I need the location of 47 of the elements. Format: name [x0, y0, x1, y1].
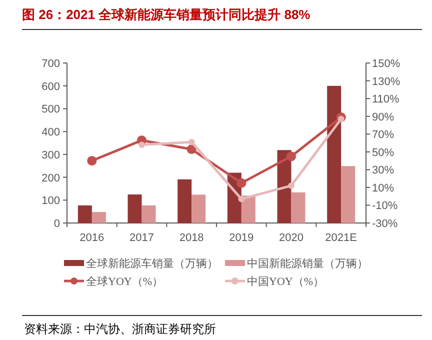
y-tick-label: 500	[42, 104, 60, 116]
x-tick-label: 2019	[229, 232, 254, 244]
y2-tick-label: 70%	[372, 129, 394, 142]
point	[238, 196, 245, 202]
x-tick-label: 2016	[80, 232, 104, 244]
chart-title: 图 26：2021 全球新能源车销量预计同比提升 88%	[22, 7, 311, 22]
y2-tick-label: 130%	[372, 76, 400, 88]
text: 资料来源：中汽协、浙商证券研究所	[24, 322, 216, 336]
y2-tick-label: 150%	[372, 58, 400, 70]
bar	[78, 205, 92, 223]
point	[288, 182, 294, 189]
x-tick-label: 2017	[130, 232, 154, 244]
y2-tick-label: 110%	[372, 94, 400, 106]
bar	[192, 194, 206, 223]
y-tick-label: 100	[42, 195, 60, 208]
point	[188, 138, 195, 146]
y2-tick-label: 50%	[372, 146, 394, 159]
legend-label: 全球新能源车销量（万辆）	[86, 257, 218, 270]
y-tick-label: 0	[54, 218, 60, 230]
point	[286, 152, 296, 162]
point	[87, 156, 97, 166]
y2-tick-label: -10%	[372, 200, 398, 212]
y2-tick-label: -30%	[372, 218, 398, 230]
point	[236, 178, 246, 188]
bar	[92, 212, 106, 223]
y-tick-label: 300	[42, 149, 60, 162]
y-tick-label: 600	[42, 80, 60, 93]
bar	[291, 192, 306, 223]
x-tick-label: 2021E	[325, 232, 357, 244]
x-tick-label: 2018	[179, 232, 204, 244]
y-tick-label: 700	[42, 58, 60, 70]
bar	[178, 179, 192, 223]
y2-tick-label: 10%	[372, 182, 394, 194]
bar	[341, 166, 356, 223]
legend-label: 中国YOY（%）	[247, 275, 324, 288]
legend-label: 全球YOY（%）	[86, 275, 163, 288]
y-tick-label: 200	[42, 172, 60, 184]
bar	[128, 194, 142, 223]
point	[338, 116, 344, 122]
y2-tick-label: 30%	[372, 164, 394, 177]
y2-tick-label: 90%	[372, 111, 394, 124]
bar	[327, 86, 342, 223]
x-tick-label: 2020	[279, 232, 304, 244]
point	[138, 142, 145, 148]
y-tick-label: 400	[42, 126, 60, 139]
bar	[142, 205, 156, 223]
legend-label: 中国新能源销量（万辆）	[247, 257, 368, 270]
